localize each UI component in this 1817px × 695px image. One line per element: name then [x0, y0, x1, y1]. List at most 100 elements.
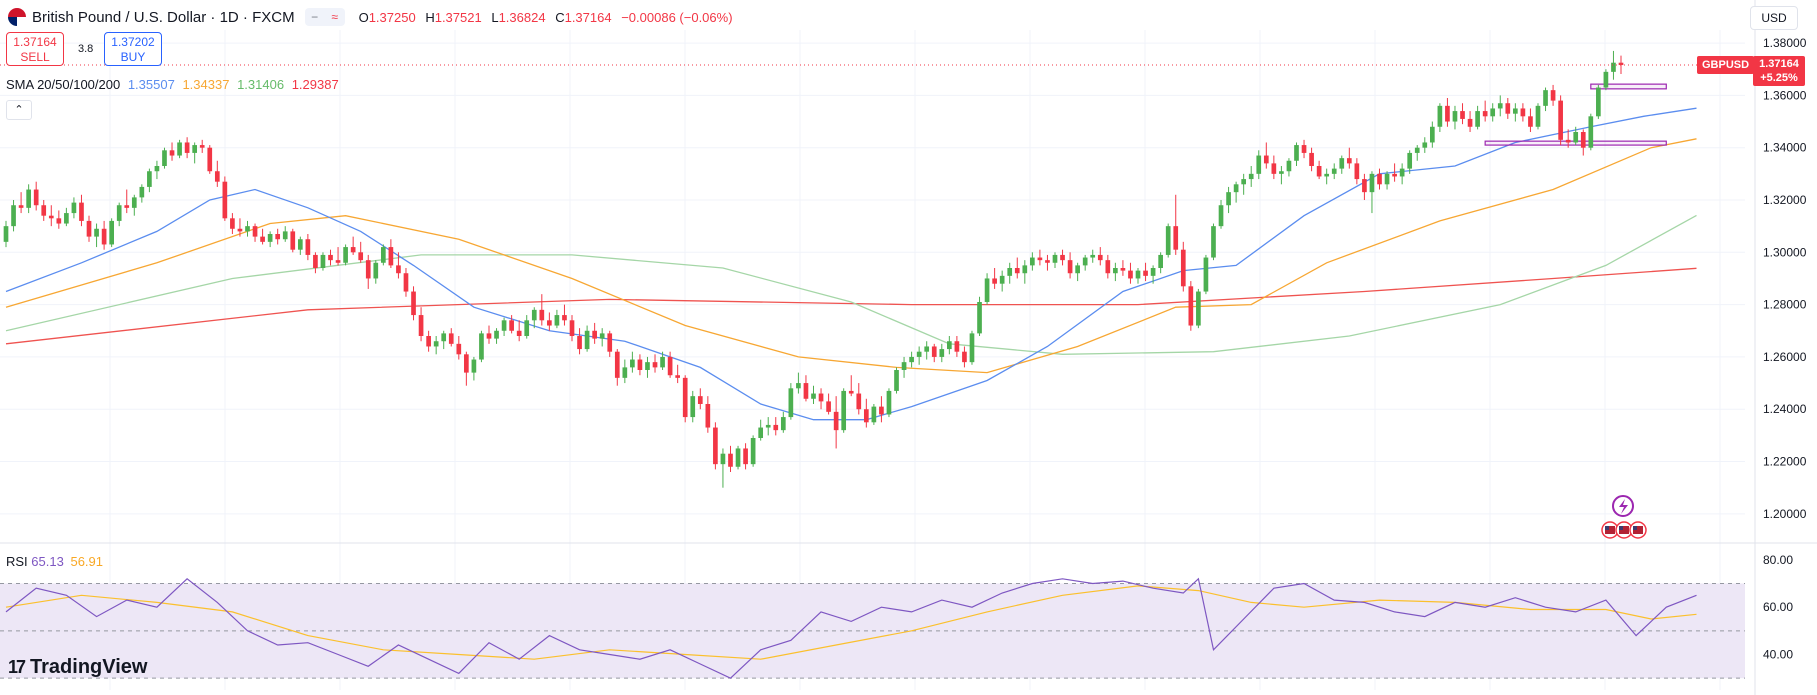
- candle-body[interactable]: [1105, 260, 1111, 274]
- candle-body[interactable]: [184, 142, 190, 153]
- candle-body[interactable]: [116, 205, 122, 221]
- candle-body[interactable]: [433, 341, 439, 347]
- candle-body[interactable]: [690, 396, 696, 418]
- candle-body[interactable]: [1482, 111, 1488, 117]
- candle-body[interactable]: [1596, 87, 1601, 117]
- candle-body[interactable]: [592, 330, 597, 339]
- candle-body[interactable]: [1037, 257, 1043, 261]
- candle-body[interactable]: [630, 359, 635, 368]
- candle-body[interactable]: [1196, 291, 1201, 326]
- candle-body[interactable]: [1143, 270, 1148, 276]
- candle-body[interactable]: [448, 333, 454, 344]
- candle-body[interactable]: [863, 409, 869, 423]
- candle-body[interactable]: [192, 145, 198, 153]
- candle-body[interactable]: [675, 375, 680, 378]
- candle-body[interactable]: [1211, 226, 1216, 258]
- candle-body[interactable]: [1324, 173, 1330, 177]
- candle-body[interactable]: [1173, 226, 1179, 250]
- candle-body[interactable]: [1437, 105, 1443, 127]
- candle-body[interactable]: [290, 231, 296, 250]
- candle-body[interactable]: [1067, 260, 1073, 274]
- candle-body[interactable]: [924, 346, 930, 352]
- candle-body[interactable]: [516, 330, 522, 336]
- candle-body[interactable]: [18, 205, 24, 208]
- candle-body[interactable]: [456, 343, 462, 355]
- candle-body[interactable]: [494, 330, 499, 339]
- candle-body[interactable]: [909, 356, 914, 363]
- candle-body[interactable]: [856, 393, 862, 410]
- candle-body[interactable]: [1286, 160, 1292, 172]
- candle-body[interactable]: [1445, 105, 1450, 122]
- candle-body[interactable]: [1165, 226, 1171, 255]
- candle-body[interactable]: [1309, 152, 1314, 166]
- candle-body[interactable]: [388, 247, 394, 266]
- candle-body[interactable]: [645, 362, 650, 370]
- candle-body[interactable]: [1097, 254, 1103, 261]
- candle-body[interactable]: [396, 265, 401, 274]
- candle-body[interactable]: [418, 315, 424, 336]
- candle-body[interactable]: [818, 393, 824, 402]
- candle-body[interactable]: [622, 367, 628, 378]
- candle-body[interactable]: [358, 252, 364, 261]
- candle-body[interactable]: [743, 448, 748, 465]
- symbol-title[interactable]: British Pound / U.S. Dollar · 1D · FXCM: [32, 8, 295, 26]
- candle-body[interactable]: [501, 320, 507, 331]
- candle-body[interactable]: [335, 260, 341, 263]
- candle-body[interactable]: [1113, 268, 1118, 274]
- candle-body[interactable]: [1030, 257, 1035, 266]
- candle-body[interactable]: [1331, 168, 1337, 174]
- candle-body[interactable]: [1339, 158, 1345, 169]
- currency-select[interactable]: USD: [1750, 6, 1798, 30]
- candle-body[interactable]: [343, 247, 348, 263]
- candle-body[interactable]: [79, 202, 84, 221]
- candle-body[interactable]: [328, 254, 333, 261]
- candle-body[interactable]: [1377, 173, 1382, 185]
- candle-body[interactable]: [139, 186, 145, 198]
- candle-body[interactable]: [614, 351, 620, 378]
- candle-body[interactable]: [1203, 257, 1209, 292]
- candle-body[interactable]: [599, 333, 605, 339]
- candle-body[interactable]: [1188, 286, 1194, 326]
- candle-body[interactable]: [524, 320, 530, 336]
- candle-body[interactable]: [169, 150, 175, 156]
- candle-body[interactable]: [154, 166, 160, 172]
- candle-body[interactable]: [464, 354, 469, 373]
- candle-body[interactable]: [735, 448, 741, 467]
- candle-body[interactable]: [901, 362, 907, 370]
- candle-body[interactable]: [1407, 152, 1413, 169]
- candle-body[interactable]: [109, 220, 114, 245]
- candle-body[interactable]: [426, 336, 431, 347]
- candle-body[interactable]: [1520, 108, 1526, 117]
- candle-body[interactable]: [1429, 126, 1435, 143]
- candle-body[interactable]: [788, 388, 794, 418]
- candle-body[interactable]: [848, 390, 854, 394]
- candle-body[interactable]: [1007, 268, 1013, 276]
- candle-body[interactable]: [441, 333, 447, 342]
- candle-body[interactable]: [871, 406, 877, 423]
- candle-body[interactable]: [1392, 173, 1397, 177]
- candle-body[interactable]: [947, 341, 952, 350]
- candle-body[interactable]: [962, 351, 967, 363]
- candle-body[interactable]: [992, 278, 997, 284]
- candle-body[interactable]: [1611, 62, 1616, 72]
- candle-body[interactable]: [886, 390, 892, 415]
- candle-body[interactable]: [1241, 179, 1247, 185]
- candle-body[interactable]: [1014, 268, 1020, 274]
- candle-body[interactable]: [1490, 108, 1496, 117]
- candle-body[interactable]: [1150, 268, 1156, 276]
- candle-body[interactable]: [41, 205, 47, 216]
- candle-body[interactable]: [101, 228, 107, 245]
- candle-body[interactable]: [1346, 158, 1352, 164]
- candle-body[interactable]: [1535, 105, 1541, 127]
- candle-body[interactable]: [486, 333, 492, 339]
- candle-body[interactable]: [411, 291, 416, 316]
- candle-body[interactable]: [1497, 103, 1503, 109]
- candle-body[interactable]: [607, 333, 613, 352]
- candle-body[interactable]: [1467, 118, 1473, 127]
- candle-body[interactable]: [1618, 62, 1624, 66]
- candle-body[interactable]: [826, 401, 831, 412]
- candle-body[interactable]: [252, 226, 258, 237]
- candle-body[interactable]: [26, 189, 31, 208]
- candle-body[interactable]: [539, 309, 545, 321]
